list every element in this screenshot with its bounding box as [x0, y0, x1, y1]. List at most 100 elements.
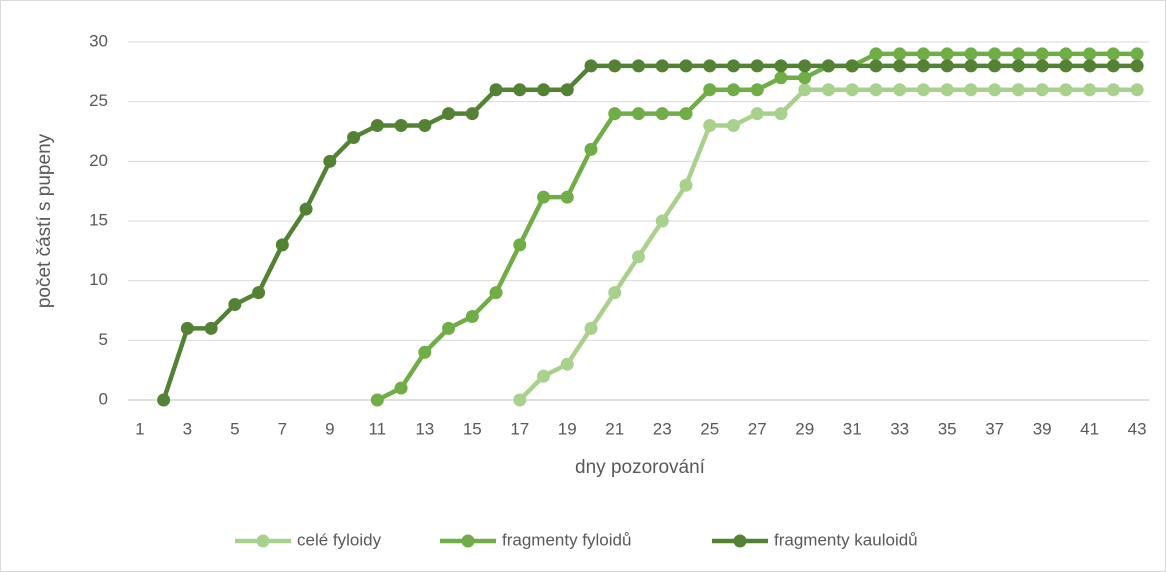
y-tick-label: 15	[89, 210, 108, 229]
series-marker	[798, 59, 812, 73]
series-marker	[418, 345, 432, 359]
y-tick-label: 10	[89, 270, 108, 289]
x-tick-label: 3	[183, 419, 192, 438]
series-marker	[1130, 59, 1144, 73]
series-marker	[1011, 47, 1025, 61]
series-marker	[584, 321, 598, 335]
series-marker	[703, 59, 717, 73]
y-tick-label: 25	[89, 91, 108, 110]
series-marker	[869, 83, 883, 97]
series-marker	[726, 83, 740, 97]
x-tick-label: 35	[938, 419, 957, 438]
x-tick-label: 15	[463, 419, 482, 438]
series-marker	[774, 107, 788, 121]
series-marker	[821, 59, 835, 73]
series-marker	[560, 190, 574, 204]
x-tick-label: 31	[843, 419, 862, 438]
series-marker	[774, 59, 788, 73]
series-marker	[537, 190, 551, 204]
y-axis-label: počet částí s pupeny	[34, 133, 55, 308]
series-marker	[964, 47, 978, 61]
x-tick-label: 21	[605, 419, 624, 438]
series-marker	[442, 107, 456, 121]
series-marker	[347, 130, 361, 144]
series-marker	[370, 393, 384, 407]
series-marker	[845, 83, 859, 97]
series-marker	[1083, 47, 1097, 61]
series-marker	[275, 238, 289, 252]
series-marker	[655, 107, 669, 121]
series-marker	[1106, 83, 1120, 97]
series-marker	[537, 83, 551, 97]
series-marker	[442, 321, 456, 335]
series-marker	[750, 107, 764, 121]
series-marker	[893, 47, 907, 61]
series-marker	[632, 250, 645, 264]
series-marker	[679, 178, 693, 192]
series-marker	[679, 59, 693, 73]
series-marker	[608, 107, 622, 121]
x-tick-label: 33	[890, 419, 909, 438]
y-tick-label: 30	[89, 31, 108, 50]
x-tick-label: 17	[510, 419, 529, 438]
series-marker	[726, 119, 740, 133]
series-marker	[608, 59, 622, 73]
y-tick-label: 5	[99, 330, 108, 349]
series-marker	[798, 71, 812, 85]
legend-marker	[256, 534, 270, 548]
series-marker	[1059, 83, 1073, 97]
series-marker	[798, 83, 812, 97]
x-tick-label: 23	[653, 419, 672, 438]
x-tick-label: 11	[368, 419, 386, 438]
series-marker	[228, 298, 242, 312]
series-marker	[394, 119, 408, 133]
series-marker	[1083, 83, 1097, 97]
series-marker	[632, 59, 645, 73]
series-marker	[1011, 83, 1025, 97]
series-marker	[584, 142, 598, 156]
series-marker	[940, 47, 954, 61]
series-marker	[988, 83, 1002, 97]
series-marker	[608, 286, 622, 300]
series-marker	[726, 59, 740, 73]
series-marker	[560, 83, 574, 97]
series-marker	[465, 107, 479, 121]
series-marker	[750, 83, 764, 97]
series-marker	[299, 202, 313, 216]
x-tick-label: 29	[795, 419, 814, 438]
series-marker	[703, 83, 717, 97]
series-marker	[964, 83, 978, 97]
x-tick-label: 1	[135, 419, 144, 438]
series-marker	[1083, 59, 1097, 73]
legend-label: fragmenty kauloidů	[774, 530, 918, 549]
series-marker	[180, 321, 194, 335]
series-marker	[513, 238, 527, 252]
legend-marker	[733, 534, 747, 548]
series-marker	[774, 71, 788, 85]
legend-marker	[461, 534, 475, 548]
x-tick-label: 5	[230, 419, 239, 438]
x-tick-label: 39	[1033, 419, 1052, 438]
series-marker	[940, 83, 954, 97]
series-marker	[323, 154, 337, 168]
x-tick-label: 37	[985, 419, 1004, 438]
series-marker	[869, 47, 883, 61]
series-marker	[1011, 59, 1025, 73]
series-marker	[584, 59, 598, 73]
series-marker	[1035, 83, 1049, 97]
series-marker	[845, 59, 859, 73]
series-marker	[988, 59, 1002, 73]
series-marker	[988, 47, 1002, 61]
x-tick-label: 9	[325, 419, 334, 438]
series-marker	[750, 59, 764, 73]
series-marker	[489, 83, 503, 97]
x-tick-label: 41	[1080, 419, 1099, 438]
series-marker	[204, 321, 218, 335]
series-marker	[869, 59, 883, 73]
legend-label: fragmenty fyloidů	[502, 530, 631, 549]
series-marker	[157, 393, 171, 407]
series-marker	[893, 83, 907, 97]
x-tick-label: 19	[558, 419, 577, 438]
series-marker	[655, 59, 669, 73]
